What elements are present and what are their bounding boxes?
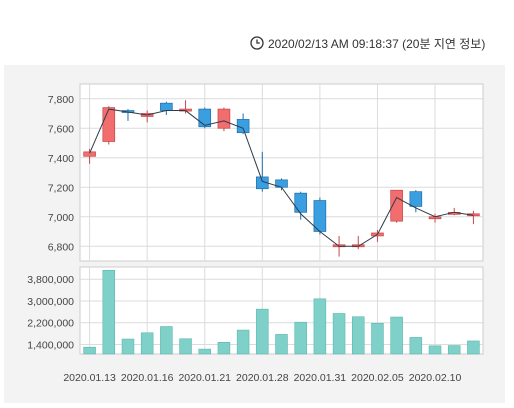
candle-body <box>217 108 231 129</box>
volume-bar <box>332 313 346 355</box>
volume-bar <box>352 316 365 355</box>
volume-bar <box>102 269 116 355</box>
volume-bar <box>140 332 154 355</box>
volume-bar <box>371 322 384 355</box>
candle-body <box>390 189 403 222</box>
date-tick-label: 2020.01.13 <box>63 372 116 384</box>
candle-body <box>160 102 173 111</box>
price-tick-label: 6,800 <box>48 241 74 253</box>
volume-bar <box>217 342 231 355</box>
candle-body <box>198 108 212 128</box>
candle-body <box>313 200 327 232</box>
volume-bar <box>467 340 480 355</box>
volume-bar <box>121 338 135 355</box>
clock-icon <box>250 36 264 50</box>
volume-bar <box>275 334 288 355</box>
volume-bar <box>198 348 211 355</box>
date-tick-label: 2020.01.28 <box>236 372 289 384</box>
date-tick-label: 2020.01.31 <box>294 372 347 384</box>
price-tick-label: 7,800 <box>48 94 74 106</box>
price-tick-label: 7,400 <box>48 153 74 165</box>
price-tick-label: 7,000 <box>48 212 74 224</box>
volume-bar <box>236 329 250 355</box>
date-tick-label: 2020.01.16 <box>121 372 174 384</box>
volume-bar <box>256 308 269 355</box>
candle-body <box>102 107 116 142</box>
volume-bar <box>390 316 403 355</box>
date-tick-label: 2020.01.21 <box>178 372 231 384</box>
candle-body <box>409 191 423 207</box>
price-plot-area <box>79 83 484 262</box>
price-tick-label: 7,600 <box>48 123 74 135</box>
volume-bar <box>160 326 173 355</box>
volume-tick-label: 3,800,000 <box>27 274 74 286</box>
volume-bar <box>179 338 192 355</box>
timestamp-header: 2020/02/13 AM 09:18:37 (20분 지연 정보) <box>250 34 485 52</box>
volume-tick-label: 3,000,000 <box>27 296 74 308</box>
volume-bar <box>313 298 327 355</box>
volume-bar <box>447 345 461 355</box>
date-tick-label: 2020.02.10 <box>409 372 462 384</box>
volume-bar <box>428 345 442 355</box>
price-tick-label: 7,200 <box>48 182 74 194</box>
candle-body <box>236 119 250 134</box>
date-tick-label: 2020.02.05 <box>351 372 404 384</box>
volume-bar <box>83 346 96 355</box>
volume-tick-label: 2,200,000 <box>27 318 74 330</box>
candle-body <box>83 151 96 157</box>
price-line <box>89 108 474 247</box>
candle-body <box>294 192 307 213</box>
volume-bar <box>294 321 307 355</box>
timestamp-text: 2020/02/13 AM 09:18:37 (20분 지연 정보) <box>268 36 486 51</box>
volume-bar <box>409 337 423 355</box>
volume-tick-label: 1,400,000 <box>27 339 74 351</box>
